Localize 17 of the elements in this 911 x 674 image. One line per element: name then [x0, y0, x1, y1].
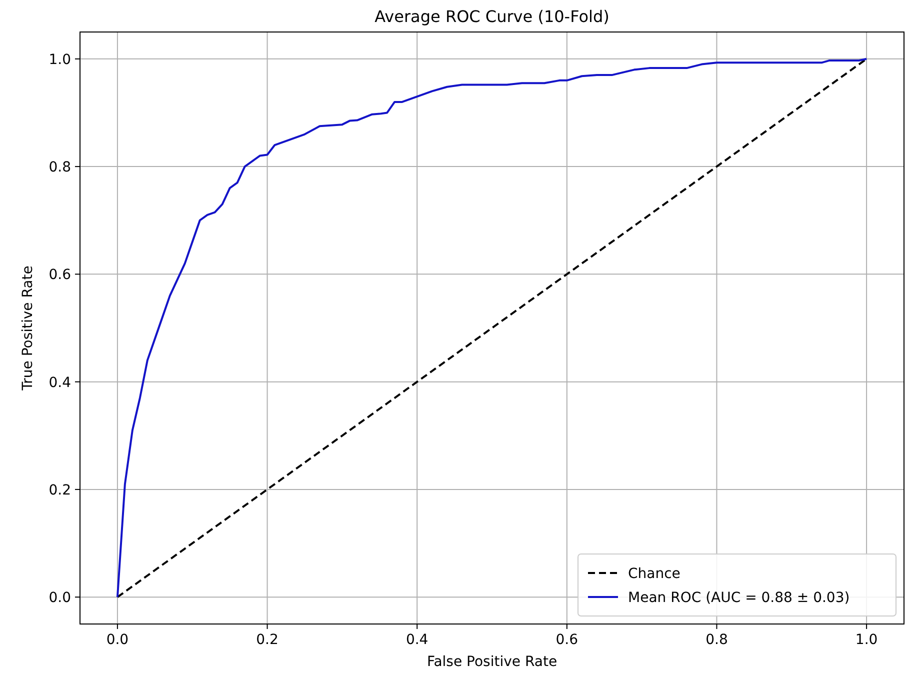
x-tick-label: 0.8 — [706, 632, 728, 648]
y-tick-label: 0.2 — [48, 482, 71, 498]
legend-label: Mean ROC (AUC = 0.88 ± 0.03) — [628, 590, 850, 606]
y-axis-title: True Positive Rate — [20, 266, 36, 392]
x-tick-label: 1.0 — [855, 632, 878, 648]
x-tick-label: 0.4 — [406, 632, 428, 648]
y-tick-label: 1.0 — [48, 52, 71, 68]
y-tick-label: 0.0 — [48, 590, 71, 606]
chart-title: Average ROC Curve (10-Fold) — [374, 7, 610, 26]
y-tick-label: 0.8 — [48, 160, 71, 176]
y-tick-label: 0.6 — [48, 267, 72, 284]
x-axis-title: False Positive Rate — [426, 654, 558, 670]
y-tick-label: 0.4 — [48, 374, 72, 391]
legend-label: Chance — [628, 566, 680, 582]
x-tick-label: 0.0 — [106, 632, 129, 648]
x-tick-label: 0.2 — [256, 632, 278, 648]
x-tick-label: 0.6 — [556, 632, 578, 648]
